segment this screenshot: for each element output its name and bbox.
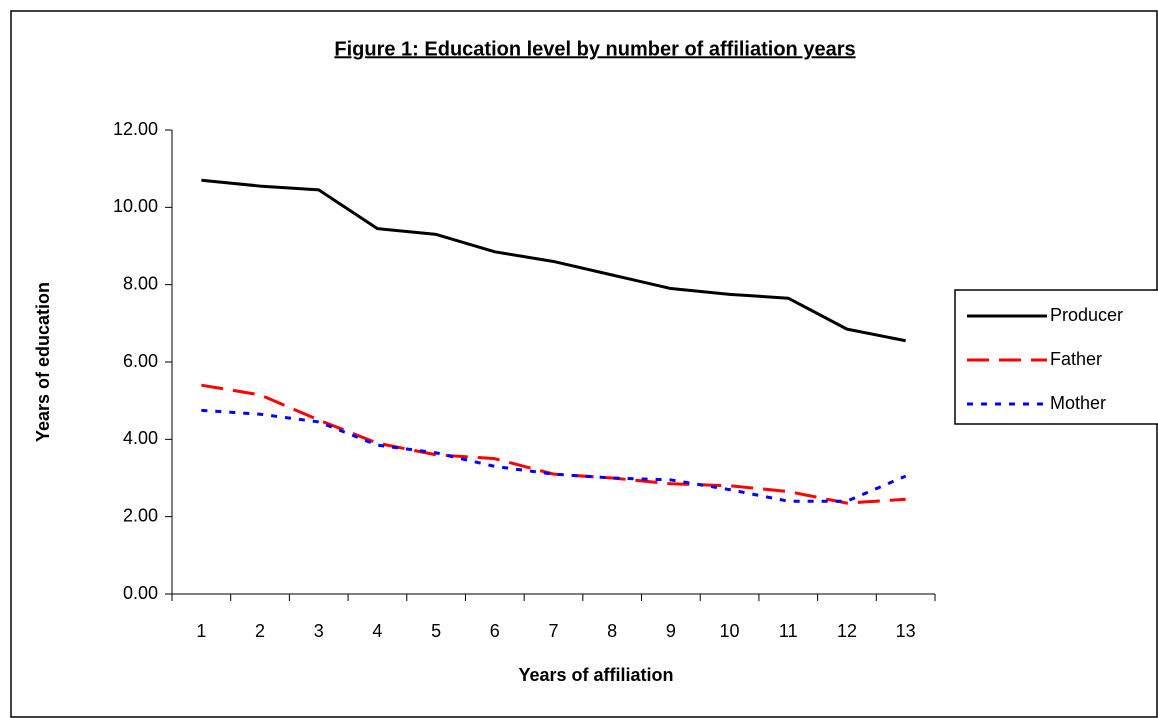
x-tick-label: 4 — [372, 621, 382, 641]
x-tick-label: 11 — [779, 621, 798, 641]
x-tick-label: 7 — [548, 621, 558, 641]
y-tick-label: 4.00 — [123, 428, 158, 448]
legend-box — [954, 289, 1158, 425]
y-axis-title: Years of education — [33, 282, 53, 442]
y-tick-label: 8.00 — [123, 273, 158, 293]
chart-title: Figure 1: Education level by number of a… — [334, 38, 855, 60]
x-tick-label: 10 — [720, 621, 740, 641]
legend-label: Producer — [1050, 305, 1123, 325]
y-tick-label: 10.00 — [113, 196, 158, 216]
legend-label: Mother — [1050, 393, 1106, 413]
x-tick-label: 3 — [314, 621, 324, 641]
y-tick-label: 12.00 — [113, 119, 158, 139]
x-tick-label: 8 — [607, 621, 617, 641]
y-tick-label: 6.00 — [123, 351, 158, 371]
legend-label: Father — [1050, 349, 1102, 369]
y-tick-label: 2.00 — [123, 505, 158, 525]
x-tick-label: 12 — [837, 621, 857, 641]
y-tick-label: 0.00 — [123, 583, 158, 603]
x-tick-label: 5 — [431, 621, 441, 641]
x-tick-label: 2 — [255, 621, 265, 641]
series-line — [201, 383, 906, 505]
x-tick-label: 9 — [666, 621, 676, 641]
series-line — [201, 178, 906, 343]
x-tick-label: 1 — [196, 621, 206, 641]
x-tick-label: 13 — [896, 621, 916, 641]
x-tick-label: 6 — [490, 621, 500, 641]
x-axis-title: Years of affiliation — [518, 665, 673, 685]
